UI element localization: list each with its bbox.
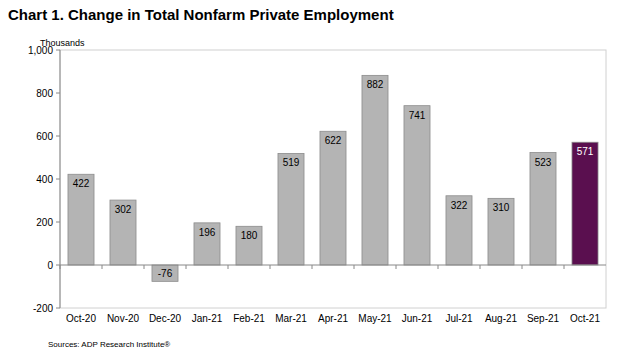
data-label: 519 (283, 157, 300, 168)
data-label: 302 (115, 204, 132, 215)
x-tick-label: Apr-21 (318, 313, 348, 324)
data-label: 322 (451, 200, 468, 211)
bar (68, 174, 94, 265)
y-tick (56, 93, 60, 94)
bar (446, 196, 472, 265)
x-tick-label: Oct-21 (570, 313, 600, 324)
bars (68, 75, 598, 281)
x-tick-label: Sep-21 (527, 313, 560, 324)
data-label: 571 (577, 146, 594, 157)
bar (152, 265, 178, 281)
x-tick (144, 265, 145, 269)
bar (488, 198, 514, 265)
y-tick (56, 222, 60, 223)
chart: Chart 1. Change in Total Nonfarm Private… (0, 0, 617, 361)
x-tick-label: Aug-21 (485, 313, 518, 324)
y-axis (60, 50, 61, 308)
y-tick-label: 200 (36, 217, 53, 228)
x-tick (270, 265, 271, 269)
title: Chart 1. Change in Total Nonfarm Private… (8, 6, 394, 23)
data-label: 523 (535, 157, 552, 168)
x-tick-label: Oct-20 (66, 313, 96, 324)
x-tick-label: May-21 (358, 313, 392, 324)
plot-frame (60, 50, 606, 308)
x-tick (522, 265, 523, 269)
y-tick-label: 400 (36, 174, 53, 185)
x-tick (564, 265, 565, 269)
data-label: 622 (325, 135, 342, 146)
source-note: Sources: ADP Research Institute® (48, 340, 170, 349)
y-tick (56, 179, 60, 180)
x-tick-label: Feb-21 (233, 313, 265, 324)
y-tick (56, 136, 60, 137)
x-tick (354, 265, 355, 269)
y-tick-label: 0 (47, 260, 53, 271)
bar (362, 75, 388, 265)
bar (110, 200, 136, 265)
data-label: -76 (158, 268, 173, 279)
x-tick-label: Jul-21 (445, 313, 473, 324)
y-tick (56, 308, 60, 309)
data-label: 741 (409, 110, 426, 121)
y-tick-label: 800 (36, 88, 53, 99)
x-tick-label: Mar-21 (275, 313, 307, 324)
data-label: 196 (199, 227, 216, 238)
y-tick-label: -200 (33, 303, 53, 314)
bar (404, 106, 430, 265)
data-label: 422 (73, 178, 90, 189)
data-label: 180 (241, 230, 258, 241)
x-tick (480, 265, 481, 269)
x-tick-label: Dec-20 (149, 313, 182, 324)
x-tick (186, 265, 187, 269)
x-tick (396, 265, 397, 269)
x-tick (228, 265, 229, 269)
x-tick-label: Jun-21 (402, 313, 433, 324)
bar (572, 142, 598, 265)
x-tick (438, 265, 439, 269)
bar (278, 153, 304, 265)
bar (236, 226, 262, 265)
x-tick-label: Jan-21 (192, 313, 223, 324)
x-tick (312, 265, 313, 269)
y-tick (56, 265, 60, 266)
bar (194, 223, 220, 265)
x-tick (102, 265, 103, 269)
zero-line (60, 265, 606, 266)
data-label: 310 (493, 202, 510, 213)
data-label: 882 (367, 79, 384, 90)
y-tick-label: 1,000 (28, 45, 53, 56)
bar (530, 153, 556, 265)
x-tick-label: Nov-20 (107, 313, 140, 324)
bar (320, 131, 346, 265)
x-tick (60, 265, 61, 269)
y-tick (56, 50, 60, 51)
y-tick-label: 600 (36, 131, 53, 142)
